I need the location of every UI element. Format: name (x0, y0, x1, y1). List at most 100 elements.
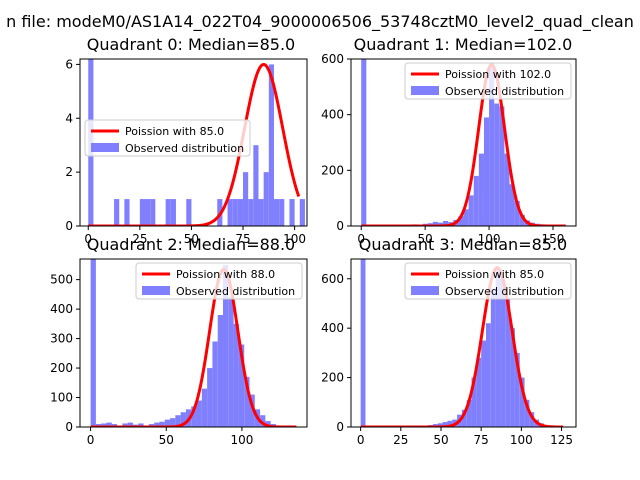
histogram-bar-30 (260, 415, 266, 427)
histogram-bar-22 (217, 315, 224, 427)
y-tick-label: 400 (321, 321, 344, 335)
legend-box (404, 62, 572, 100)
histogram-bar-25 (529, 412, 535, 427)
histogram-bar-18 (483, 117, 490, 226)
y-tick-label: 100 (50, 391, 73, 405)
histogram-bar-15 (481, 340, 486, 427)
y-tick-label: 600 (321, 52, 344, 66)
histogram-bar-18 (495, 268, 501, 427)
x-tick-label: 0 (84, 232, 92, 246)
plot-area (361, 59, 566, 226)
legend-label-observed: Observed distribution (445, 85, 564, 98)
histogram-bar-18 (268, 64, 274, 226)
x-tick-label: 75 (235, 232, 250, 246)
y-tick-label: 0 (336, 420, 344, 434)
legend-patch-swatch (91, 143, 119, 152)
x-tick-label: 75 (474, 433, 489, 447)
histogram-bar-20 (505, 298, 511, 427)
histogram-bar-27 (244, 376, 250, 427)
x-tick-label: 150 (542, 232, 565, 246)
legend-patch-swatch (411, 86, 439, 95)
legend: Poission with 102.0 Observed distribution (404, 62, 572, 100)
poisson-curve (360, 266, 564, 427)
histogram-bar-19 (201, 388, 208, 427)
y-tick-label: 0 (336, 219, 344, 233)
plot-area (360, 259, 564, 427)
histogram-bar-11 (232, 199, 238, 226)
x-tick-label: 50 (159, 433, 174, 447)
legend-patch-swatch (411, 286, 439, 295)
histogram-bar-16 (258, 199, 264, 226)
legend-label-poisson: Poission with 85.0 (445, 268, 544, 281)
histogram-bar-3 (139, 199, 146, 226)
x-tick-label: 50 (433, 433, 448, 447)
histogram-bar-13 (458, 216, 464, 226)
x-tick-label: 0 (87, 433, 95, 447)
legend: Poission with 88.0 Observed distribution (135, 262, 303, 300)
histogram-bar-24 (514, 200, 520, 226)
legend-label-poisson: Poission with 102.0 (445, 68, 551, 81)
histogram-bar-21 (510, 328, 515, 427)
poisson-curve (361, 63, 566, 226)
histogram-bar-8 (432, 221, 438, 226)
histogram-bar-1 (114, 199, 120, 226)
histogram-bar-21 (212, 341, 218, 427)
histogram-bar-12 (466, 399, 472, 427)
histogram-bar-7 (170, 199, 176, 226)
legend-label-observed: Observed distribution (445, 285, 564, 298)
histogram-bar-2 (101, 423, 107, 427)
histogram-bar-16 (473, 175, 479, 226)
histogram-bar-0 (361, 59, 367, 226)
histogram-bar-11 (461, 409, 467, 427)
histogram-bar-19 (273, 199, 280, 226)
histogram-bar-23 (509, 184, 515, 226)
x-tick-label: 100 (510, 433, 533, 447)
histogram-bar-8 (186, 199, 192, 226)
axes-frame (79, 58, 308, 227)
histogram-bar-17 (191, 406, 197, 427)
x-tick-label: 100 (230, 433, 253, 447)
subplot-title: Quadrant 0: Median=85.0 (87, 35, 295, 54)
histogram-bar-2 (124, 199, 130, 226)
histogram-bar-14 (175, 415, 181, 427)
y-tick-label: 400 (50, 302, 73, 316)
histogram-bar-22 (299, 199, 305, 226)
axes-frame (350, 258, 577, 428)
subplot-quadrant-3: 0 25 50 75 100 125 0 200 400 600 Poission with 85.… (321, 235, 577, 447)
histogram-bar-19 (500, 278, 506, 427)
subplot-quadrant-1: 0 50 100 150 0 200 400 600 Poission with 102.0 Ob… (321, 35, 577, 246)
subplot-title: Quadrant 2: Median=88.0 (87, 235, 295, 254)
histogram-bar-0 (90, 259, 96, 427)
histogram-bar-14 (463, 209, 469, 226)
histogram-bar-15 (180, 412, 186, 427)
histogram-bar-6 (127, 422, 133, 427)
y-tick-label: 200 (321, 371, 344, 385)
legend-patch-swatch (142, 286, 170, 295)
x-tick-label: 0 (357, 232, 365, 246)
legend-label-poisson: Poission with 85.0 (125, 125, 224, 138)
y-tick-label: 200 (321, 163, 344, 177)
poisson-curve (90, 267, 297, 427)
y-tick-label: 300 (50, 332, 73, 346)
histogram-bar-10 (227, 199, 233, 226)
histogram-bar-20 (279, 199, 285, 226)
x-tick-label: 100 (478, 232, 501, 246)
y-tick-label: 600 (321, 272, 344, 286)
x-tick-label: 100 (283, 232, 306, 246)
histogram-bar-21 (289, 199, 295, 226)
histogram-bar-24 (228, 297, 234, 427)
histogram-bar-17 (490, 288, 496, 427)
legend-label-poisson: Poission with 88.0 (176, 268, 275, 281)
histogram-bar-24 (524, 399, 530, 427)
histogram-bar-10 (443, 220, 449, 226)
histogram-bar-21 (499, 106, 505, 226)
histogram-bar-12 (164, 419, 171, 427)
legend-label-observed: Observed distribution (125, 142, 244, 155)
y-tick-label: 0 (65, 219, 73, 233)
histogram-bar-5 (150, 199, 156, 226)
histogram-bar-17 (478, 153, 484, 226)
histogram-bar-23 (519, 377, 525, 427)
histogram-bar-12 (237, 199, 244, 226)
histogram-bar-8 (138, 423, 144, 427)
